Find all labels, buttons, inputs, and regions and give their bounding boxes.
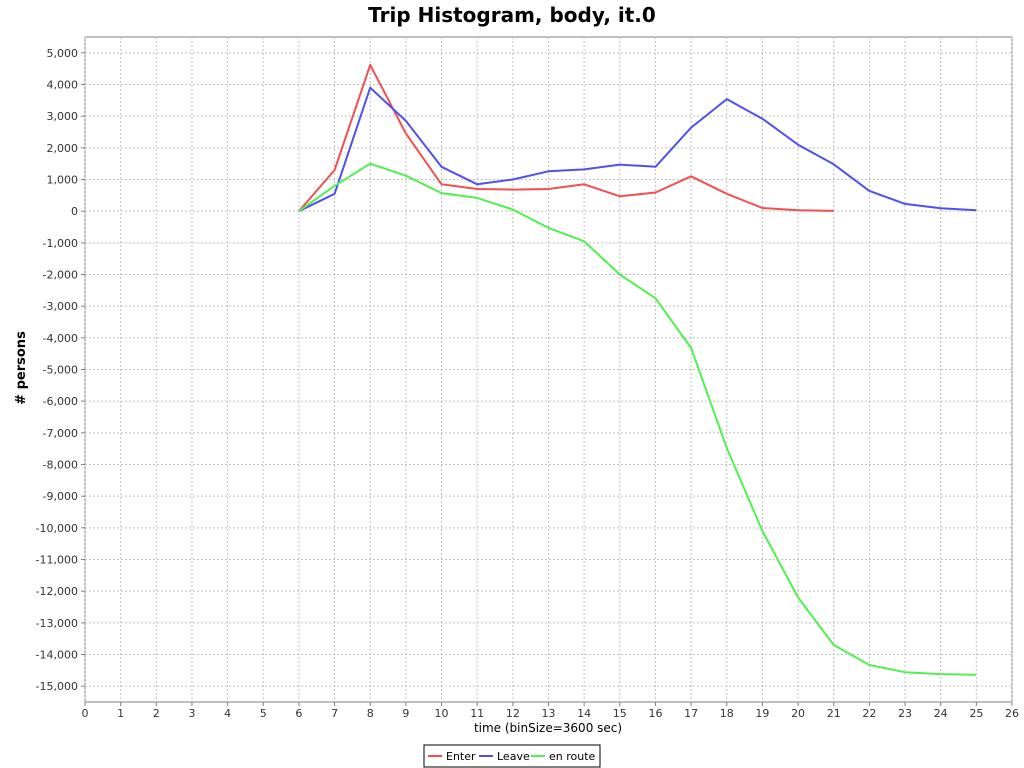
y-tick-label: 1,000	[47, 174, 79, 187]
x-tick-label: 9	[402, 707, 409, 720]
x-tick-label: 20	[791, 707, 805, 720]
legend-label-leave: Leave	[497, 750, 530, 763]
y-tick-label: -10,000	[36, 522, 78, 535]
x-tick-label: 2	[153, 707, 160, 720]
x-tick-label: 21	[827, 707, 841, 720]
x-axis-label: time (binSize=3600 sec)	[474, 721, 622, 735]
x-tick-label: 17	[684, 707, 698, 720]
y-tick-label: 4,000	[47, 79, 79, 92]
x-tick-label: 13	[542, 707, 556, 720]
y-axis-label: # persons	[14, 331, 29, 405]
y-tick-label: 2,000	[47, 142, 79, 155]
x-tick-label: 6	[295, 707, 302, 720]
y-tick-label: -7,000	[43, 427, 78, 440]
y-tick-label: -9,000	[43, 490, 78, 503]
x-tick-label: 10	[435, 707, 449, 720]
x-tick-label: 26	[1005, 707, 1019, 720]
y-tick-label: -5,000	[43, 364, 78, 377]
y-tick-label: 5,000	[47, 47, 79, 60]
legend-items: Enter Leave en route	[428, 750, 596, 763]
x-tick-label: 24	[934, 707, 948, 720]
legend-label-en-route: en route	[549, 750, 596, 763]
x-tick-label: 15	[613, 707, 627, 720]
x-tick-label: 7	[331, 707, 338, 720]
y-tick-label: -11,000	[36, 554, 78, 567]
x-tick-label: 8	[367, 707, 374, 720]
x-tick-label: 25	[969, 707, 983, 720]
legend-label-enter: Enter	[446, 750, 476, 763]
series-line-en-route	[298, 162, 977, 676]
series-lines	[298, 63, 977, 676]
x-tick-label: 1	[117, 707, 124, 720]
y-tick-label: -4,000	[43, 332, 78, 345]
x-tick-label: 0	[82, 707, 89, 720]
y-tick-label: -2,000	[43, 269, 78, 282]
y-tick-label: -1,000	[43, 237, 78, 250]
y-tick-label: -12,000	[36, 585, 78, 598]
y-tick-label: -6,000	[43, 395, 78, 408]
x-tick-label: 14	[577, 707, 591, 720]
x-tick-label: 4	[224, 707, 231, 720]
legend: Enter Leave en route	[423, 744, 601, 768]
y-tick-label: 3,000	[47, 110, 79, 123]
y-tick-label: -8,000	[43, 459, 78, 472]
x-tick-label: 23	[898, 707, 912, 720]
series-line-leave	[298, 86, 977, 213]
grid-lines	[84, 37, 1013, 702]
x-tick-label: 12	[506, 707, 520, 720]
y-tick-label: -15,000	[36, 680, 78, 693]
y-tick-label: -13,000	[36, 617, 78, 630]
legend-box	[423, 744, 601, 768]
x-tick-label: 3	[188, 707, 195, 720]
y-tick-label: 0	[71, 205, 78, 218]
axes: 0 1 2 3 4 5 6 7 8 9 10 11 12 13 14 15 16 17 18 19 20 21 22 23 24…	[36, 47, 1019, 720]
y-tick-label: -14,000	[36, 649, 78, 662]
x-tick-label: 16	[648, 707, 662, 720]
x-tick-label: 5	[260, 707, 267, 720]
x-tick-label: 18	[720, 707, 734, 720]
y-tick-label: -3,000	[43, 300, 78, 313]
x-tick-label: 22	[862, 707, 876, 720]
series-line-enter	[298, 63, 834, 212]
chart-title: Trip Histogram, body, it.0	[368, 3, 656, 27]
x-tick-label: 19	[755, 707, 769, 720]
x-tick-label: 11	[470, 707, 484, 720]
